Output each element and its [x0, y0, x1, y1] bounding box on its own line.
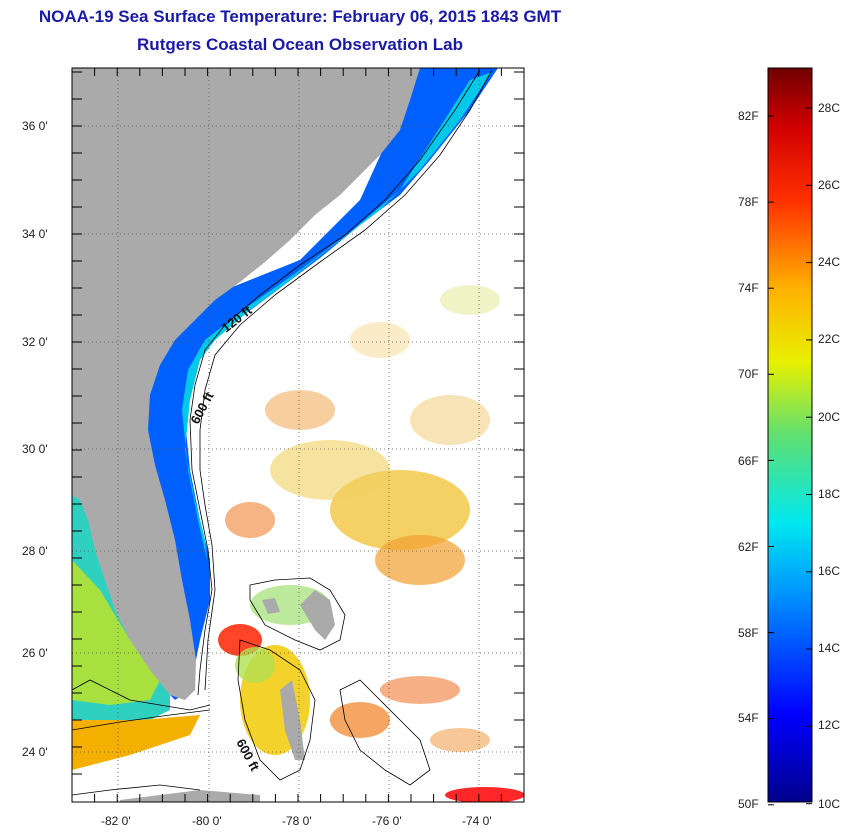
isobath-contour	[72, 784, 201, 796]
colorbar-c-label: 20C	[818, 410, 840, 424]
sst-patch	[270, 440, 390, 500]
colorbar-c-label: 12C	[818, 718, 840, 732]
sst-patch	[235, 647, 275, 683]
sst-patch	[265, 390, 335, 430]
axis-ticks	[71, 68, 524, 802]
colorbar-f-label: 74F	[738, 281, 759, 295]
sst-patch	[380, 676, 460, 704]
isobath-contour	[189, 69, 481, 696]
sst-patch	[330, 702, 390, 738]
colorbar-c-label: 18C	[818, 487, 840, 501]
lon-label: -74 0'	[462, 814, 492, 828]
colorbar-f-label: 62F	[738, 540, 759, 554]
sst-patch	[445, 787, 524, 802]
lat-label: 30 0'	[22, 442, 48, 456]
colorbar-f-label: 82F	[738, 109, 759, 123]
land-us	[72, 68, 420, 700]
isobath-contour	[339, 679, 431, 786]
colorbar-c-label: 28C	[818, 101, 840, 115]
lon-label: -82 0'	[101, 814, 131, 828]
graticule	[72, 68, 524, 802]
sst-patch	[410, 395, 490, 445]
lat-label: 34 0'	[22, 227, 48, 241]
colorbar-c-label: 24C	[818, 255, 840, 269]
lat-label: 36 0'	[22, 119, 48, 133]
land-bahamas	[300, 590, 335, 640]
sst-patch	[440, 285, 500, 315]
colorbar	[767, 67, 813, 803]
sst-patch	[350, 322, 410, 358]
south-sst-warm	[72, 715, 200, 770]
sst-patch	[375, 535, 465, 585]
colorbar-c-label: 22C	[818, 332, 840, 346]
colorbar-f-label: 78F	[738, 195, 759, 209]
lon-label: -80 0'	[192, 814, 222, 828]
lon-label: -78 0'	[282, 814, 312, 828]
land-bahamas	[120, 790, 260, 802]
colorbar-c-label: 10C	[818, 797, 840, 811]
colorbar-f-label: 66F	[738, 454, 759, 468]
colorbar-f-label: 50F	[738, 797, 759, 811]
colorbar-f-label: 58F	[738, 626, 759, 640]
colorbar-c-label: 16C	[818, 564, 840, 578]
lat-label: 28 0'	[22, 544, 48, 558]
isobath-contour	[199, 69, 493, 691]
land-bahamas	[262, 598, 280, 614]
lon-label: -76 0'	[372, 814, 402, 828]
gulf-sst-warm	[72, 560, 160, 705]
colorbar-f-label: 54F	[738, 711, 759, 725]
sst-patch	[430, 728, 490, 752]
colorbar-c-label: 14C	[818, 641, 840, 655]
map-title: NOAA-19 Sea Surface Temperature: Februar…	[38, 7, 562, 26]
colorbar-ticks	[768, 107, 812, 806]
lat-label: 26 0'	[22, 646, 48, 660]
sst-patch	[225, 502, 275, 538]
map-subtitle: Rutgers Coastal Ocean Observation Lab	[137, 35, 463, 54]
isobath-contour	[72, 709, 211, 731]
colorbar-f-label: 70F	[738, 367, 759, 381]
isobath-contour	[72, 679, 211, 711]
lat-label: 32 0'	[22, 335, 48, 349]
isobath-contour	[237, 639, 316, 781]
lat-label: 24 0'	[22, 745, 48, 759]
isobath-contour	[249, 577, 346, 651]
colorbar-c-label: 26C	[818, 178, 840, 192]
